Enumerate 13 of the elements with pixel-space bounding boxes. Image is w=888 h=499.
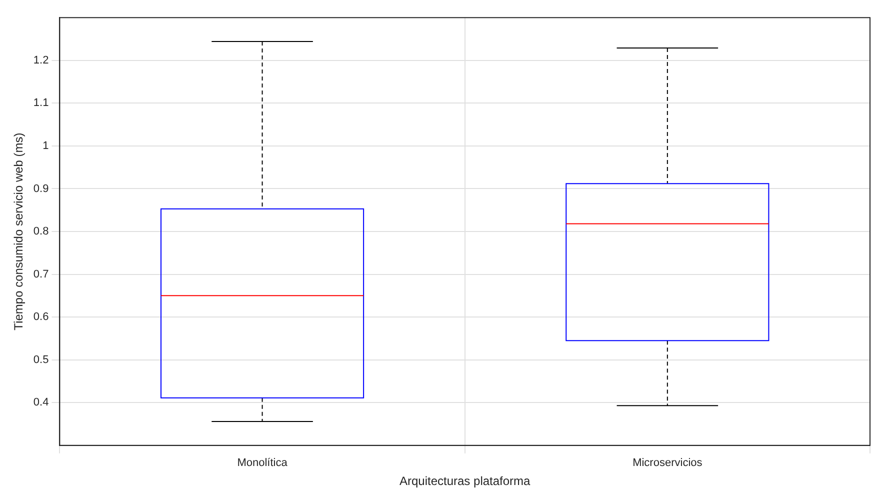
y-tick-label: 0.8	[33, 226, 49, 238]
y-tick-label: 1.1	[33, 97, 49, 110]
y-axis-title: Tiempo consumido servicio web (ms)	[12, 132, 26, 330]
x-tick-label: Microservicios	[632, 457, 703, 470]
y-tick-label: 0.4	[33, 396, 49, 409]
y-tick-label: 1	[42, 140, 49, 152]
y-tick-label: 0.9	[33, 182, 49, 195]
y-tick-label: 0.7	[33, 268, 49, 280]
y-tick-label: 1.2	[33, 54, 49, 66]
x-tick-label: Monolítica	[237, 457, 288, 470]
y-tick-label: 0.5	[33, 354, 49, 366]
y-tick-label: 0.6	[33, 311, 49, 324]
x-axis-title: Arquitecturas plataforma	[399, 474, 531, 488]
